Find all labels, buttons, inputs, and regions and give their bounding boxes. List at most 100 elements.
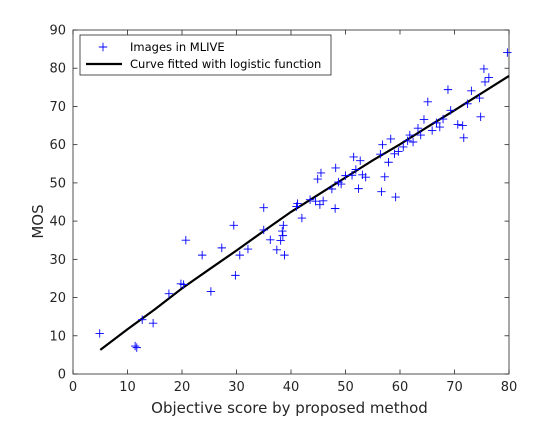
y-tick-label: 90 [49, 24, 66, 39]
scatter-point [386, 134, 395, 144]
scatter-point [316, 168, 326, 178]
data-group [95, 48, 512, 352]
x-tick-label: 70 [446, 380, 463, 395]
scatter-point [405, 130, 415, 140]
scatter-point [384, 158, 393, 167]
scatter-point [416, 130, 425, 140]
scatter-point [130, 341, 140, 351]
scatter-point [279, 221, 288, 230]
y-tick-label: 60 [49, 138, 66, 153]
scatter-point [132, 343, 141, 352]
scatter-point [458, 121, 467, 130]
scatter-point [179, 280, 188, 289]
scatter-point [297, 213, 307, 223]
scatter-point [235, 250, 244, 260]
scatter-point [331, 163, 340, 173]
scatter-point [278, 226, 287, 236]
scatter-point [377, 187, 386, 196]
scatter-point [95, 329, 104, 338]
scatter-point [378, 140, 387, 149]
scatter-point [403, 136, 412, 146]
scatter-point [476, 112, 485, 121]
scatter-point [356, 156, 365, 165]
scatter-point [503, 48, 512, 57]
y-axis-label: MOS [29, 204, 47, 238]
scatter-point [408, 137, 418, 147]
scatter-point [358, 170, 367, 180]
scatter-point [229, 221, 238, 230]
x-tick-label: 10 [119, 380, 136, 395]
scatter-point [313, 174, 322, 184]
scatter-point [305, 195, 315, 204]
legend-label-scatter: Images in MLIVE [130, 40, 225, 54]
scatter-point [276, 236, 285, 245]
x-tick-label: 80 [501, 380, 518, 395]
scatter-point [459, 133, 468, 142]
y-tick-label: 10 [49, 329, 66, 344]
x-tick-label: 20 [174, 380, 191, 395]
y-tick-label: 40 [49, 215, 66, 230]
scatter-point [266, 235, 275, 245]
legend-box [79, 34, 332, 76]
scatter-point [391, 192, 400, 202]
scatter-point [435, 122, 444, 132]
scatter-point [181, 236, 191, 245]
x-tick-label: 0 [69, 380, 77, 395]
x-tick-label: 50 [337, 380, 354, 395]
scatter-point [197, 250, 207, 260]
scatter-point [438, 114, 448, 124]
scatter-point [475, 93, 484, 103]
y-tick-label: 80 [49, 62, 66, 77]
scatter-point [354, 184, 363, 193]
y-tick-label: 50 [49, 176, 66, 191]
scatter-point [432, 118, 441, 128]
legend-label-curve: Curve fitted with logistic function [130, 57, 321, 71]
y-tick-label: 70 [49, 100, 66, 115]
scatter-point [164, 289, 174, 298]
scatter-point [293, 199, 302, 208]
scatter-point [347, 171, 357, 180]
scatter-point [390, 149, 399, 159]
scatter-point [138, 315, 147, 324]
legend-marker-scatter [98, 42, 108, 52]
scatter-point [399, 142, 408, 152]
scatter-point [484, 73, 494, 82]
scatter-point [259, 225, 268, 235]
x-axis-label: Objective score by proposed method [151, 399, 428, 417]
scatter-point [318, 196, 328, 206]
legend: Images in MLIVE Curve fitted with logisti… [79, 34, 332, 76]
scatter-point [243, 244, 253, 254]
scatter-point [413, 124, 423, 133]
scatter-point [259, 203, 268, 212]
scatter-point [336, 179, 346, 189]
x-tick-label: 40 [283, 380, 300, 395]
scatter-point [280, 250, 289, 260]
scatter-point [278, 231, 288, 240]
scatter-point [376, 150, 385, 159]
scatter-point [427, 126, 437, 135]
scatter-point [394, 147, 403, 156]
scatter-point [231, 271, 240, 280]
scatter-point [315, 200, 325, 209]
scatter-point [217, 243, 226, 253]
scatter-point [330, 204, 340, 213]
scatter-point [351, 165, 361, 174]
scatter-point [380, 172, 389, 181]
axes-group: 0 10 20 30 40 50 60 70 80 0 10 20 30 40 50 60 70 80 90 [49, 24, 517, 396]
scatter-point [272, 245, 282, 254]
scatter-point [446, 106, 455, 115]
scatter-point [463, 99, 472, 108]
scatter-point [327, 184, 337, 194]
scatter-point [453, 120, 462, 129]
y-tick-label: 20 [49, 291, 66, 306]
y-tick-label: 30 [49, 253, 66, 268]
y-tick-label: 0 [58, 368, 66, 383]
scatter-point [148, 318, 158, 328]
scatter-point [311, 197, 320, 206]
x-tick-label: 30 [228, 380, 245, 395]
scatter-point [479, 64, 489, 74]
scatter-point [480, 77, 490, 87]
scatter-point [349, 152, 358, 162]
